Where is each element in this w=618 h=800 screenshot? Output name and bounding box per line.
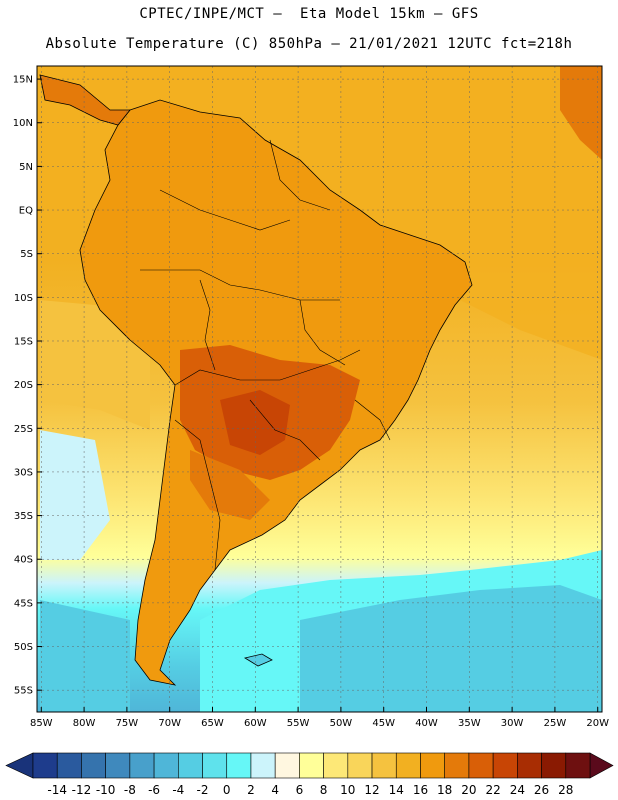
colorbar-label: 8: [320, 783, 328, 797]
colorbar-swatch: [226, 752, 252, 779]
lon-label: 50W: [330, 718, 353, 729]
lat-label: 10N: [13, 118, 33, 129]
lat-label: 20S: [14, 380, 33, 391]
lat-label: 15S: [14, 336, 33, 347]
lat-label: 40S: [14, 555, 33, 566]
colorbar-swatch: [299, 752, 324, 779]
lon-label: 40W: [415, 718, 438, 729]
lat-label: 50S: [14, 642, 33, 653]
graticule: [37, 66, 602, 712]
south-colder-band: [300, 585, 602, 712]
colorbar-swatch: [492, 752, 518, 779]
lon-label: 85W: [30, 718, 53, 729]
colorbar-swatch: [444, 752, 470, 779]
pacific-cool: [40, 430, 110, 560]
hot-south: [190, 450, 270, 520]
colorbar-label: 20: [461, 783, 476, 797]
lat-label: 5S: [20, 249, 33, 260]
title-line-1: CPTEC/INPE/MCT – Eta Model 15km – GFS: [139, 6, 479, 22]
colorbar-arrow-right: [589, 752, 614, 779]
colorbar-label: 26: [534, 783, 549, 797]
lon-label: 30W: [501, 718, 524, 729]
colorbar-swatch: [250, 752, 276, 779]
colorbar-label: -8: [124, 783, 136, 797]
colorbar-swatch: [202, 752, 228, 779]
colorbar-swatch: [323, 752, 349, 779]
lon-label: 35W: [458, 718, 481, 729]
colorbar-swatch: [129, 752, 155, 779]
southwest-cold: [40, 600, 130, 712]
colorbar-label: 14: [389, 783, 404, 797]
colorbar-swatch: [56, 752, 82, 779]
colorbar-label: 12: [364, 783, 379, 797]
colorbar-label: 6: [296, 783, 304, 797]
colorbar-label: -4: [172, 783, 184, 797]
lat-label: 45S: [14, 598, 33, 609]
lat-label: 15N: [13, 75, 33, 86]
country-borders: [140, 139, 391, 571]
falklands: [243, 653, 273, 667]
colorbar-swatch: [395, 752, 421, 779]
colorbar-swatch: [274, 752, 300, 779]
colorbar-label: 0: [223, 783, 231, 797]
hot-ocean-ne: [560, 66, 602, 160]
hottest-core: [220, 390, 290, 455]
colorbar-swatch: [541, 752, 567, 779]
colorbar-label: 22: [485, 783, 500, 797]
lat-label: 5N: [19, 162, 33, 173]
colorbar-swatch: [178, 752, 203, 779]
lon-label: 45W: [372, 718, 395, 729]
longitude-labels: 85W 80W 75W 70W 65W 60W 55W 50W 45W 40W 35W 30W 25W 2…: [30, 707, 609, 729]
colorbar-swatch: [517, 752, 542, 779]
colorbar-label: -2: [197, 783, 209, 797]
colorbar-label: 16: [413, 783, 428, 797]
lat-label: 30S: [14, 467, 33, 478]
colorbar-label: -10: [96, 783, 116, 797]
lon-label: 70W: [158, 718, 181, 729]
colorbar-label: -14: [47, 783, 67, 797]
colorbar-label: -12: [72, 783, 92, 797]
central-america-land: [39, 74, 131, 126]
lon-label: 75W: [116, 718, 139, 729]
colorbar-swatch: [153, 752, 179, 779]
colorbar-swatch: [420, 752, 445, 779]
title-line-2: Absolute Temperature (C) 850hPa – 21/01/…: [45, 36, 573, 52]
colorbar-label: -6: [148, 783, 160, 797]
lon-label: 20W: [586, 718, 609, 729]
lon-label: 65W: [201, 718, 224, 729]
lat-label: 35S: [14, 511, 33, 522]
colorbar-label: 28: [558, 783, 573, 797]
colorbar-swatch: [347, 752, 373, 779]
colorbar-swatch: [468, 752, 494, 779]
lon-label: 80W: [73, 718, 96, 729]
colorbar-label: 10: [340, 783, 355, 797]
colorbar-swatch: [105, 752, 131, 779]
colorbar-arrow-left: [5, 752, 34, 779]
colorbar: -14 -12 -10 -8 -6 -4 -2 0 2 4 6 8 10 12 14 16 18 20 22 24 26…: [5, 752, 614, 797]
colorbar-label: 4: [271, 783, 279, 797]
map-frame: [36, 65, 603, 713]
lat-label: 10S: [14, 293, 33, 304]
colorbar-swatch: [371, 752, 397, 779]
colorbar-swatch: [32, 752, 58, 779]
lon-label: 55W: [287, 718, 310, 729]
latitude-labels: 15N 10N 5N EQ 5S 10S 15S 20S 25S 30S 35S 40S 45S 50S 5…: [13, 75, 42, 697]
lat-label: EQ: [19, 206, 33, 217]
colorbar-swatch: [565, 752, 591, 779]
colorbar-label: 24: [510, 783, 525, 797]
lon-label: 25W: [544, 718, 567, 729]
lat-label: 55S: [14, 686, 33, 697]
colorbar-label: 2: [247, 783, 255, 797]
colorbar-swatch: [81, 752, 106, 779]
colorbar-label: 18: [437, 783, 452, 797]
lat-label: 25S: [14, 424, 33, 435]
temperature-field: [37, 66, 602, 712]
lon-label: 60W: [244, 718, 267, 729]
